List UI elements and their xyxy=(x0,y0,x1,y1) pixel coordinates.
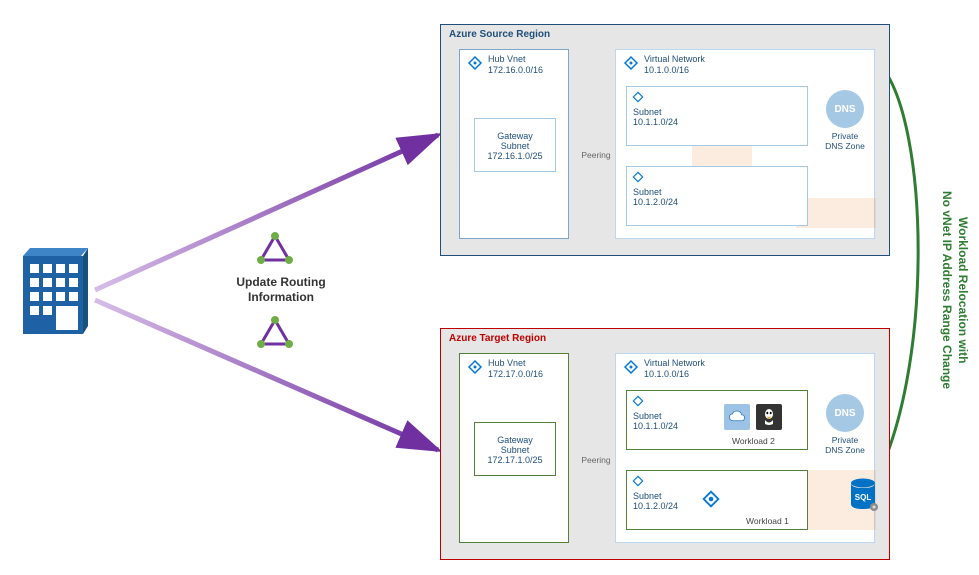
cloud-service-icon xyxy=(724,404,750,430)
target-subnet2-name: Subnet xyxy=(633,491,662,501)
source-region: Azure Source Region Hub Vnet172.16.0.0/1… xyxy=(440,24,890,256)
target-gw-cidr: 172.17.1.0/25 xyxy=(487,455,542,465)
routing-icon-top xyxy=(256,232,294,271)
source-subnet2-name: Subnet xyxy=(633,187,662,197)
target-spoke-name: Virtual Network xyxy=(644,358,705,368)
source-hub-name: Hub Vnet xyxy=(488,54,526,64)
target-subnet1-name: Subnet xyxy=(633,411,662,421)
source-hub-vnet: Hub Vnet172.16.0.0/16 Gateway Subnet 172… xyxy=(459,49,569,239)
target-hub-name: Hub Vnet xyxy=(488,358,526,368)
routing-icon-bottom xyxy=(256,316,294,355)
source-subnet2: Subnet 10.1.2.0/24 xyxy=(626,166,808,226)
source-peering-label: Peering xyxy=(576,150,616,160)
src-wl-orange2 xyxy=(796,198,876,228)
workload2-label: Workload 2 xyxy=(732,436,775,446)
target-subnet2-cidr: 10.1.2.0/24 xyxy=(633,501,678,511)
side-text-line2: No vNet IP Address Range Change xyxy=(940,191,954,389)
source-gw-cidr: 172.16.1.0/25 xyxy=(487,151,542,161)
workload1-label: Workload 1 xyxy=(746,516,789,526)
target-gateway-subnet: Gateway Subnet 172.17.1.0/25 xyxy=(474,422,556,476)
source-spoke-name: Virtual Network xyxy=(644,54,705,64)
vnet-icon xyxy=(622,358,640,376)
subnet-icon xyxy=(631,394,645,408)
target-region-title: Azure Target Region xyxy=(449,333,546,344)
target-dns-label: Private DNS Zone xyxy=(820,436,870,456)
linux-vm-icon xyxy=(756,404,782,430)
target-subnet1-cidr: 10.1.1.0/24 xyxy=(633,421,678,431)
source-gw-name: Gateway Subnet xyxy=(497,131,533,151)
vnet-icon xyxy=(466,54,484,72)
target-region: Azure Target Region Hub Vnet172.17.0.0/1… xyxy=(440,328,890,560)
subnet-icon xyxy=(631,474,645,488)
target-spoke-vnet: Virtual Network10.1.0.0/16 Subnet 10.1.1… xyxy=(615,353,875,543)
target-dns-icon: DNS xyxy=(826,394,864,432)
subnet-icon xyxy=(631,90,645,104)
source-subnet1: Subnet 10.1.1.0/24 xyxy=(626,86,808,146)
source-hub-cidr: 172.16.0.0/16 xyxy=(488,65,543,75)
vnet-icon xyxy=(622,54,640,72)
update-routing-label: Update Routing Information xyxy=(216,275,346,305)
vnet-icon xyxy=(466,358,484,376)
target-spoke-cidr: 10.1.0.0/16 xyxy=(644,369,689,379)
svg-text:SQL: SQL xyxy=(855,493,872,502)
subnet-icon xyxy=(631,170,645,184)
load-balancer-icon xyxy=(698,486,724,512)
source-subnet1-name: Subnet xyxy=(633,107,662,117)
source-dns-icon: DNS xyxy=(826,90,864,128)
target-gw-name: Gateway Subnet xyxy=(497,435,533,455)
target-hub-vnet: Hub Vnet172.17.0.0/16 Gateway Subnet 172… xyxy=(459,353,569,543)
source-spoke-cidr: 10.1.0.0/16 xyxy=(644,65,689,75)
target-hub-cidr: 172.17.0.0/16 xyxy=(488,369,543,379)
side-text: Workload Relocation with No vNet IP Addr… xyxy=(939,110,971,470)
source-dns-label: Private DNS Zone xyxy=(820,132,870,152)
sql-database-icon: SQL xyxy=(848,478,878,517)
source-spoke-vnet: Virtual Network10.1.0.0/16 Subnet 10.1.1… xyxy=(615,49,875,239)
source-gateway-subnet: Gateway Subnet 172.16.1.0/25 xyxy=(474,118,556,172)
source-region-title: Azure Source Region xyxy=(449,29,550,40)
onprem-building-icon xyxy=(18,248,88,343)
source-subnet2-cidr: 10.1.2.0/24 xyxy=(633,197,678,207)
source-subnet1-cidr: 10.1.1.0/24 xyxy=(633,117,678,127)
target-peering-label: Peering xyxy=(576,455,616,465)
side-text-line1: Workload Relocation with xyxy=(956,217,970,363)
